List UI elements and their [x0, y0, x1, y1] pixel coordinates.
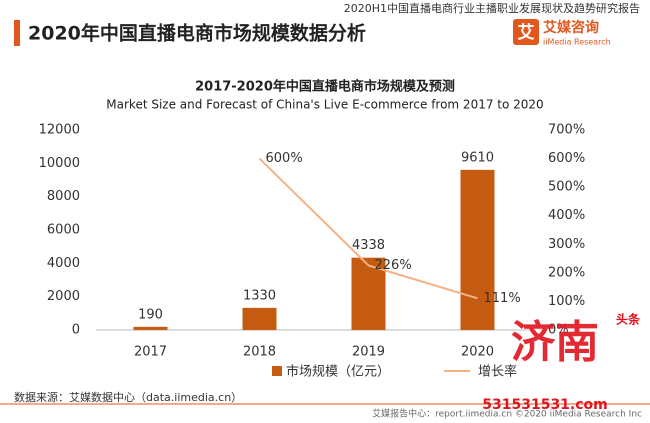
legend-label: 增长率 — [478, 364, 517, 380]
bar-value-label: 190 — [138, 307, 163, 322]
y-tick-label: 2000 — [47, 289, 80, 304]
y2-tick-label: 100% — [548, 294, 585, 309]
growth-line — [258, 157, 478, 300]
line-value-label: 226% — [375, 258, 412, 273]
y2-tick-label: 200% — [548, 265, 585, 280]
logo-sub: iiMedia Research — [543, 38, 611, 47]
x-tick-label: 2020 — [461, 345, 494, 360]
report-name: 2020H1中国直播电商行业主播职业发展现状及趋势研究报告 — [344, 1, 640, 15]
watermark-url: 531531531.com — [482, 397, 608, 413]
y2-tick-label: 300% — [548, 237, 585, 252]
y-tick-label: 0 — [72, 323, 80, 338]
bar-value-label: 1330 — [243, 288, 276, 303]
y2-tick-label: 700% — [548, 123, 585, 138]
y2-tick-label: 0% — [548, 323, 569, 338]
y2-tick-label: 400% — [548, 208, 585, 223]
logo-name: 艾媒咨询 — [543, 19, 599, 36]
plot: 0 2000 4000 6000 8000 10000 12000 0% 100% 200% 300… — [39, 123, 586, 380]
bar-value-label: 9610 — [461, 150, 494, 165]
y-tick-label: 10000 — [39, 156, 80, 171]
logo-icon-box — [513, 19, 539, 45]
page-title: 2020年中国直播电商市场规模数据分析 — [28, 22, 366, 45]
chart-title: 2017-2020年中国直播电商市场规模及预测 — [195, 79, 455, 95]
legend-swatch — [272, 366, 282, 376]
x-tick-label: 2017 — [134, 345, 167, 360]
source: 数据来源：艾媒数据中心（data.iimedia.cn） — [14, 390, 242, 404]
logo-icon: 艾 — [518, 22, 535, 43]
line-value-label: 111% — [484, 291, 521, 306]
watermark-badge: 头条 — [616, 312, 641, 327]
y-tick-label: 4000 — [47, 256, 80, 271]
bar-value-label: 4338 — [352, 238, 385, 253]
legend-label: 市场规模（亿元） — [286, 364, 390, 380]
line-value-label: 600% — [266, 151, 303, 166]
y-tick-label: 8000 — [47, 189, 80, 204]
bar — [460, 169, 495, 330]
title-accent — [14, 20, 20, 46]
credit: 艾媒报告中心：report.iimedia.cn ©2020 iiMedia R… — [372, 408, 642, 420]
bar — [242, 307, 277, 330]
y-tick-label: 6000 — [47, 223, 80, 238]
bar — [133, 326, 168, 330]
x-tick-label: 2018 — [243, 345, 276, 360]
watermark-text: 济南 — [511, 317, 599, 368]
y2-tick-label: 500% — [548, 180, 585, 195]
y-tick-label: 12000 — [39, 123, 80, 138]
y2-tick-label: 600% — [548, 151, 585, 166]
chart-subtitle: Market Size and Forecast of China's Live… — [106, 98, 543, 112]
x-tick-label: 2019 — [352, 345, 385, 360]
